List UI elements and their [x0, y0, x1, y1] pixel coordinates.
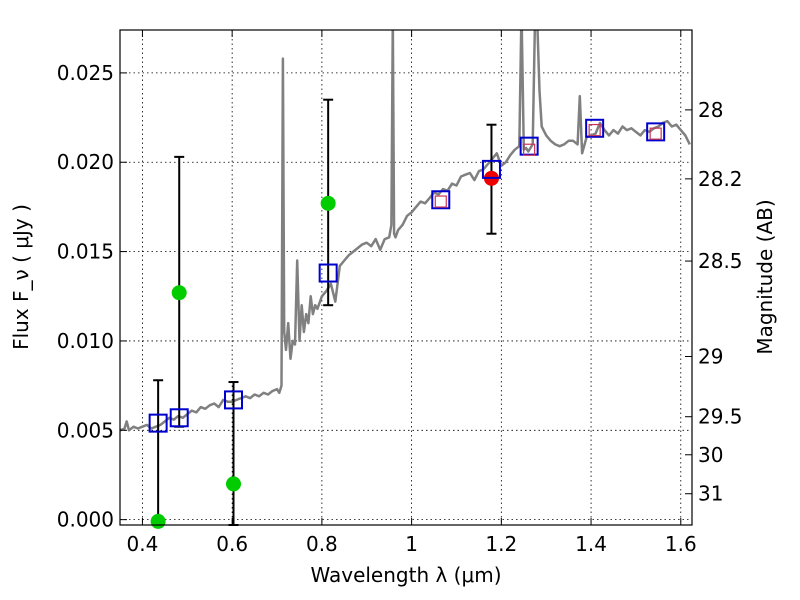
y-tick-label: 0.025: [57, 61, 114, 85]
model-square: [646, 122, 666, 142]
y-tick-label: 0.010: [57, 329, 114, 353]
right-tick-label: 28.2: [698, 167, 743, 191]
data-point: [171, 285, 187, 301]
right-tick-label: 29.5: [698, 405, 743, 429]
x-tick-label: 0.6: [216, 532, 248, 556]
spectrum-layer: [120, 30, 691, 432]
spectrum-line: [120, 30, 691, 432]
model-square: [224, 390, 244, 410]
model-square: [148, 413, 168, 433]
plot-frame: [119, 29, 693, 526]
data-point: [226, 476, 242, 492]
right-tick-label: 30: [698, 443, 723, 467]
data-point: [320, 195, 336, 211]
fit-square: [523, 143, 536, 156]
y-tick-label: 0.000: [57, 508, 114, 532]
fit-square: [434, 195, 447, 208]
y-tick-label: 0.015: [57, 240, 114, 264]
right-tick-label: 29: [698, 344, 723, 368]
x-tick-label: 1: [405, 532, 418, 556]
model-square: [318, 263, 338, 283]
right-tick-label: 28.5: [698, 249, 743, 273]
points-layer: [148, 98, 666, 529]
model-square: [585, 118, 605, 138]
x-tick-label: 1.6: [665, 532, 697, 556]
y-axis-label: Flux F_ν ( μJy ): [9, 204, 33, 350]
grid: [120, 30, 692, 525]
x-axis-label: Wavelength λ (μm): [310, 563, 501, 587]
model-square: [169, 408, 189, 428]
fit-square: [588, 123, 601, 137]
right-tick-label: 28: [698, 98, 723, 122]
right-axis-label: Magnitude (AB): [753, 199, 777, 354]
ticks-layer: 0.4 0.6 0.8 1 1.2 1.4 1.6 0.000 0.005 0.010 0.015 0…: [57, 30, 743, 556]
y-tick-label: 0.020: [57, 150, 114, 174]
x-tick-label: 1.2: [485, 532, 517, 556]
data-point: [150, 513, 166, 529]
x-tick-label: 0.4: [127, 532, 159, 556]
right-tick-label: 31: [698, 482, 723, 506]
fit-square: [649, 127, 662, 140]
x-tick-label: 1.4: [575, 532, 607, 556]
x-tick-label: 0.8: [306, 532, 338, 556]
y-tick-label: 0.005: [57, 418, 114, 442]
model-square: [481, 159, 501, 179]
model-square: [431, 190, 451, 210]
